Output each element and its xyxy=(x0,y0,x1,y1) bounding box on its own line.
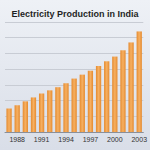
svg-text:1991: 1991 xyxy=(34,136,50,143)
svg-text:1994: 1994 xyxy=(58,136,74,143)
svg-text:2003: 2003 xyxy=(131,136,147,143)
svg-text:2000: 2000 xyxy=(107,136,123,143)
svg-text:Electricity Production in Indi: Electricity Production in India xyxy=(11,9,139,19)
svg-text:1997: 1997 xyxy=(83,136,99,143)
svg-text:1988: 1988 xyxy=(9,136,25,143)
